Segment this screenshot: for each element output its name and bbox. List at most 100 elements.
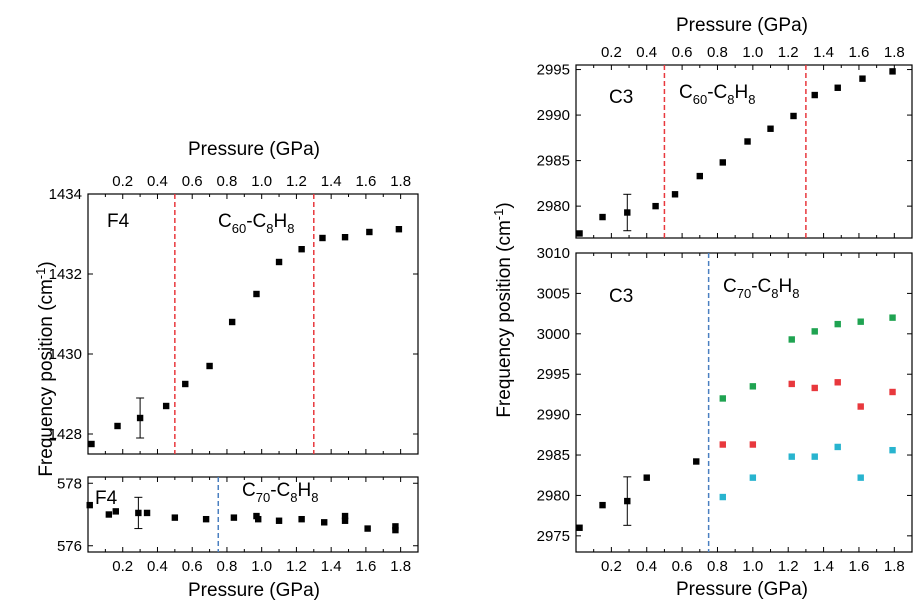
panel-label: C3 xyxy=(609,87,633,108)
data-point xyxy=(341,512,349,520)
x-tick-label: 1.2 xyxy=(286,173,307,190)
y-tick-label: 1428 xyxy=(49,426,82,443)
compound-formula: C70-C8H8 xyxy=(242,480,318,505)
data-point xyxy=(576,524,583,531)
x-tick-label: 1.6 xyxy=(355,558,376,575)
x-tick-label: 0.2 xyxy=(601,44,622,61)
y-tick-label: 2995 xyxy=(537,62,570,79)
y-tick-label: 2975 xyxy=(537,528,570,545)
x-tick-label: 1.0 xyxy=(742,558,763,575)
data-point xyxy=(889,314,896,321)
y-tick-label: 578 xyxy=(57,475,82,492)
data-point xyxy=(788,380,795,388)
x-tick-label: 1.0 xyxy=(251,558,272,575)
data-point xyxy=(624,497,631,505)
x-tick-label: 1.2 xyxy=(286,558,307,575)
right-ylabel: Frequency position (cm-1) xyxy=(491,202,515,417)
data-point xyxy=(719,441,726,448)
data-point xyxy=(834,320,841,328)
y-tick-label: 2985 xyxy=(537,153,570,170)
y-tick-label: 2990 xyxy=(537,107,570,124)
data-point xyxy=(671,191,679,198)
compound-formula: C60-C8H8 xyxy=(679,82,755,107)
data-point xyxy=(857,318,864,325)
data-point xyxy=(811,453,818,460)
data-point xyxy=(319,234,326,242)
y-tick-label: 2980 xyxy=(537,198,570,215)
data-point xyxy=(341,517,349,524)
data-point xyxy=(135,509,142,517)
data-point xyxy=(767,125,774,132)
x-tick-label: 1.0 xyxy=(251,173,272,190)
data-point xyxy=(811,91,818,99)
y-tick-label: 2985 xyxy=(537,447,570,464)
data-point xyxy=(811,384,818,392)
x-tick-label: 0.4 xyxy=(147,173,168,190)
x-tick-label: 1.4 xyxy=(813,558,834,575)
panel-F4-C60: 0.2 0.4 0.6 0.8 1.0 1.2 1.4 1.6 1.8 1428 1430 1432 1… xyxy=(49,173,419,455)
left-ylabel: Frequency position (cm-1) xyxy=(33,261,57,476)
x-tick-label: 0.6 xyxy=(182,558,203,575)
panel-F4-C70: 0.2 0.4 0.6 0.8 1.0 1.2 1.4 1.6 1.8 576 578 F4 C70-C… xyxy=(57,475,419,575)
x-tick-label: 1.8 xyxy=(390,173,411,190)
data-point xyxy=(228,318,236,326)
data-point xyxy=(788,453,795,460)
data-point xyxy=(790,112,797,120)
data-point xyxy=(255,515,262,523)
x-tick-label: 1.2 xyxy=(778,558,799,575)
x-tick-label: 0.2 xyxy=(112,173,133,190)
x-tick-label: 0.4 xyxy=(636,558,657,575)
data-point xyxy=(298,246,305,253)
data-point xyxy=(112,508,119,515)
data-point xyxy=(392,523,399,530)
x-tick-label: 1.0 xyxy=(742,44,763,61)
x-tick-label: 0.6 xyxy=(672,558,693,575)
data-point xyxy=(719,395,726,402)
x-tick-label: 0.8 xyxy=(217,173,238,190)
plot-frame xyxy=(87,476,419,553)
data-point xyxy=(749,383,757,390)
data-point xyxy=(88,440,95,448)
panel-C3-C70: 0.2 0.4 0.6 0.8 1.0 1.2 1.4 1.6 1.8 2975 2980 2985 2… xyxy=(537,245,913,575)
y-tick-label: 1430 xyxy=(49,346,82,363)
data-point xyxy=(834,84,841,91)
left-bottom-xlabel: Pressure (GPa) xyxy=(188,580,320,601)
x-tick-label: 0.2 xyxy=(112,558,133,575)
data-point xyxy=(744,138,751,145)
y-tick-label: 1432 xyxy=(49,266,82,283)
right-top-xlabel: Pressure (GPa) xyxy=(676,15,808,36)
x-tick-label: 0.8 xyxy=(707,558,728,575)
data-point xyxy=(857,474,864,481)
y-tick-label: 2990 xyxy=(537,407,570,424)
data-point xyxy=(143,509,151,517)
data-point xyxy=(811,328,818,335)
y-tick-label: 2980 xyxy=(537,487,570,504)
data-point xyxy=(834,443,841,451)
panel-label: C3 xyxy=(609,286,633,307)
data-point xyxy=(162,402,170,410)
data-point xyxy=(275,258,283,266)
data-point xyxy=(202,515,210,523)
data-point xyxy=(652,202,659,210)
x-tick-label: 0.8 xyxy=(707,44,728,61)
x-tick-label: 0.4 xyxy=(636,44,657,61)
data-point xyxy=(275,517,283,524)
right-bottom-xlabel: Pressure (GPa) xyxy=(676,579,808,600)
data-point xyxy=(182,380,189,388)
x-tick-label: 0.2 xyxy=(601,558,622,575)
x-tick-label: 1.8 xyxy=(884,44,905,61)
plot-frame xyxy=(575,252,913,553)
data-point xyxy=(599,501,606,509)
data-point xyxy=(643,474,650,481)
data-point xyxy=(114,422,121,430)
x-tick-label: 0.6 xyxy=(672,44,693,61)
x-tick-label: 1.6 xyxy=(849,558,870,575)
data-point xyxy=(136,414,144,422)
plot-frame xyxy=(575,64,913,239)
panel-C3-C60: 0.2 0.4 0.6 0.8 1.0 1.2 1.4 1.6 1.8 2980 2985 2990 2… xyxy=(537,44,913,239)
left-top-xlabel: Pressure (GPa) xyxy=(188,139,320,160)
data-point xyxy=(859,75,866,82)
data-point xyxy=(599,213,606,221)
y-tick-label: 3010 xyxy=(537,245,570,262)
